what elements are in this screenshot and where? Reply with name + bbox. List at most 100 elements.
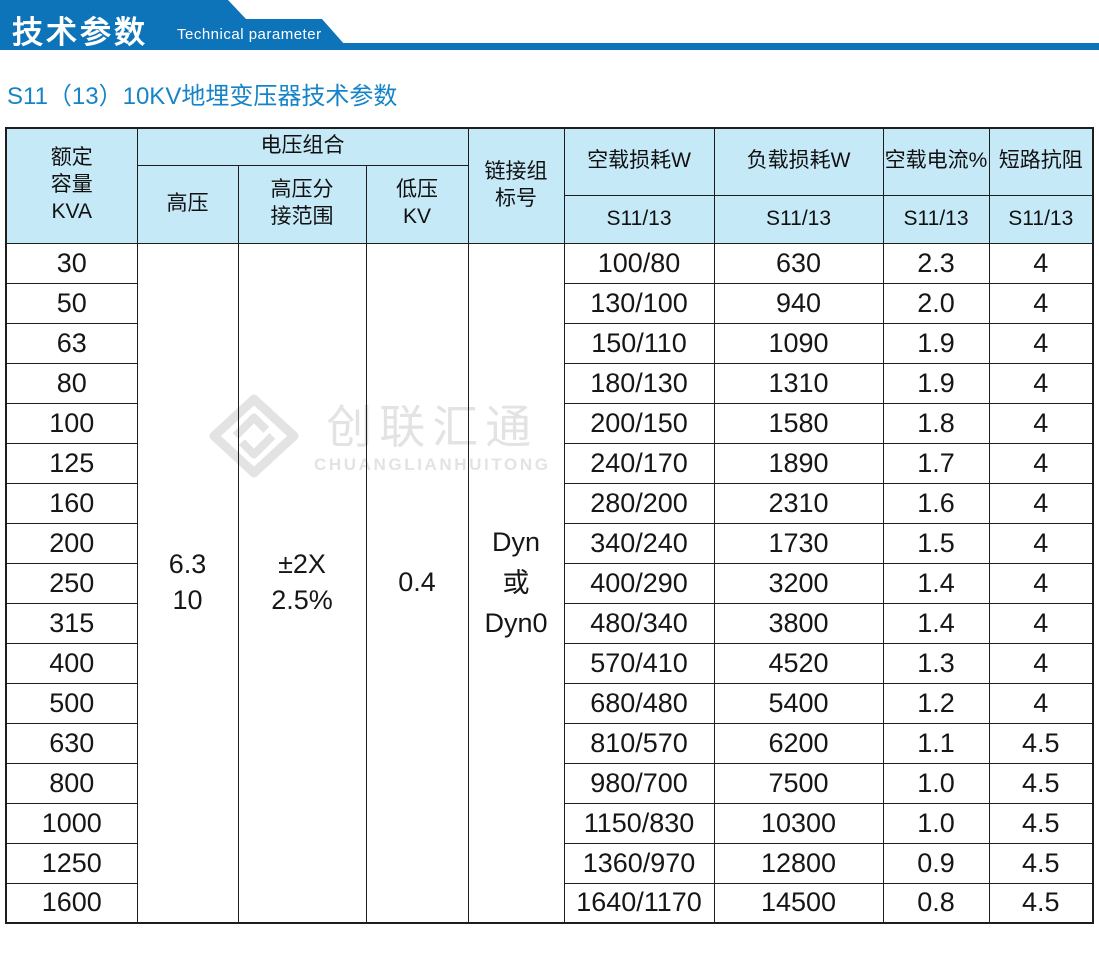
cell-no-load-loss: 280/200 (563, 482, 715, 524)
cell-no-load-loss: 400/290 (563, 562, 715, 604)
header-rated-capacity: 额定 容量 KVA (5, 127, 138, 244)
cell-no-load-loss: 480/340 (563, 602, 715, 644)
table-row: 1600 1640/1170 14500 0.8 4.5 (5, 882, 1094, 924)
cell-no-load-current: 1.1 (882, 722, 990, 764)
cell-load-loss: 3800 (713, 602, 884, 644)
parameters-table: 额定 容量 KVA 电压组合 链接组 标号 空载损耗W 负载损耗W 空载电流% … (5, 127, 1095, 924)
cell-rated-capacity: 630 (5, 722, 138, 764)
cell-impedance: 4 (988, 562, 1094, 604)
table-row: 50 130/100 940 2.0 4 (5, 282, 1094, 324)
cell-impedance: 4 (988, 362, 1094, 404)
cell-rated-capacity: 315 (5, 602, 138, 644)
cell-rated-capacity: 250 (5, 562, 138, 604)
cell-no-load-loss: 1640/1170 (563, 882, 715, 924)
cell-no-load-current: 1.2 (882, 682, 990, 724)
cell-load-loss: 1310 (713, 362, 884, 404)
table-row: 800 980/700 7500 1.0 4.5 (5, 762, 1094, 804)
cell-impedance: 4 (988, 642, 1094, 684)
cell-no-load-current: 1.5 (882, 522, 990, 564)
cell-load-loss: 2310 (713, 482, 884, 524)
cell-no-load-current: 1.0 (882, 802, 990, 844)
cell-load-loss: 1890 (713, 442, 884, 484)
header-no-load-loss: 空载损耗W (563, 127, 715, 196)
cell-high-voltage: 6.3 10 (136, 242, 239, 924)
cell-impedance: 4.5 (988, 722, 1094, 764)
cell-impedance: 4 (988, 522, 1094, 564)
cell-no-load-current: 1.8 (882, 402, 990, 444)
cell-no-load-current: 1.9 (882, 322, 990, 364)
cell-no-load-current: 1.4 (882, 602, 990, 644)
cell-no-load-loss: 980/700 (563, 762, 715, 804)
table-row: 1250 1360/970 12800 0.9 4.5 (5, 842, 1094, 884)
cell-load-loss: 3200 (713, 562, 884, 604)
cell-no-load-current: 2.0 (882, 282, 990, 324)
header-model-no-load: S11/13 (563, 194, 715, 244)
cell-impedance: 4 (988, 482, 1094, 524)
cell-vector-group: Dyn 或 Dyn0 (467, 242, 565, 924)
cell-no-load-loss: 680/480 (563, 682, 715, 724)
table-subtitle: S11（13）10KV地埋变压器技术参数 (7, 83, 398, 110)
parameters-table-wrapper: 额定 容量 KVA 电压组合 链接组 标号 空载损耗W 负载损耗W 空载电流% … (5, 127, 1095, 924)
cell-impedance: 4 (988, 242, 1094, 284)
table-row: 80 180/130 1310 1.9 4 (5, 362, 1094, 404)
cell-no-load-loss: 130/100 (563, 282, 715, 324)
cell-load-loss: 7500 (713, 762, 884, 804)
cell-impedance: 4.5 (988, 882, 1094, 924)
table-row: 63 150/110 1090 1.9 4 (5, 322, 1094, 364)
cell-rated-capacity: 1250 (5, 842, 138, 884)
cell-no-load-loss: 810/570 (563, 722, 715, 764)
table-row: 30 6.3 10 ±2X 2.5% 0.4 Dyn 或 Dyn0 100/80 630 2.… (5, 242, 1094, 924)
cell-no-load-loss: 180/130 (563, 362, 715, 404)
cell-rated-capacity: 100 (5, 402, 138, 444)
table-row: 100 200/150 1580 1.8 4 (5, 402, 1094, 444)
table-row: 125 240/170 1890 1.7 4 (5, 442, 1094, 484)
cell-no-load-current: 1.3 (882, 642, 990, 684)
cell-load-loss: 940 (713, 282, 884, 324)
cell-load-loss: 12800 (713, 842, 884, 884)
cell-impedance: 4 (988, 442, 1094, 484)
page-title-english: Technical parameter (177, 26, 322, 43)
cell-rated-capacity: 1000 (5, 802, 138, 844)
cell-rated-capacity: 160 (5, 482, 138, 524)
cell-rated-capacity: 80 (5, 362, 138, 404)
cell-no-load-loss: 570/410 (563, 642, 715, 684)
header-model-load: S11/13 (713, 194, 884, 244)
header-short-circuit-impedance: 短路抗阻 (988, 127, 1094, 196)
cell-impedance: 4 (988, 402, 1094, 444)
header-model-impedance: S11/13 (988, 194, 1094, 244)
cell-no-load-current: 1.9 (882, 362, 990, 404)
cell-rated-capacity: 200 (5, 522, 138, 564)
cell-impedance: 4.5 (988, 762, 1094, 804)
cell-rated-capacity: 50 (5, 282, 138, 324)
cell-load-loss: 10300 (713, 802, 884, 844)
header-ribbon-strip (0, 43, 1099, 50)
cell-load-loss: 14500 (713, 882, 884, 924)
cell-load-loss: 6200 (713, 722, 884, 764)
cell-rated-capacity: 500 (5, 682, 138, 724)
cell-impedance: 4 (988, 282, 1094, 324)
cell-no-load-current: 1.0 (882, 762, 990, 804)
cell-no-load-loss: 340/240 (563, 522, 715, 564)
page-title: 技术参数 (12, 15, 148, 50)
table-row: 315 480/340 3800 1.4 4 (5, 602, 1094, 644)
cell-impedance: 4 (988, 322, 1094, 364)
cell-rated-capacity: 800 (5, 762, 138, 804)
cell-rated-capacity: 30 (5, 242, 138, 284)
table-row: 500 680/480 5400 1.2 4 (5, 682, 1094, 724)
header-load-loss: 负载损耗W (713, 127, 884, 196)
cell-no-load-current: 2.3 (882, 242, 990, 284)
cell-rated-capacity: 400 (5, 642, 138, 684)
cell-no-load-loss: 1360/970 (563, 842, 715, 884)
cell-no-load-loss: 100/80 (563, 242, 715, 284)
header-low-voltage: 低压 KV (365, 164, 469, 244)
cell-no-load-loss: 150/110 (563, 322, 715, 364)
cell-no-load-current: 1.4 (882, 562, 990, 604)
cell-no-load-current: 1.6 (882, 482, 990, 524)
cell-load-loss: 630 (713, 242, 884, 284)
cell-no-load-current: 0.9 (882, 842, 990, 884)
cell-load-loss: 1580 (713, 402, 884, 444)
cell-rated-capacity: 125 (5, 442, 138, 484)
cell-no-load-loss: 200/150 (563, 402, 715, 444)
table-row: 160 280/200 2310 1.6 4 (5, 482, 1094, 524)
header-high-voltage: 高压 (136, 164, 239, 244)
